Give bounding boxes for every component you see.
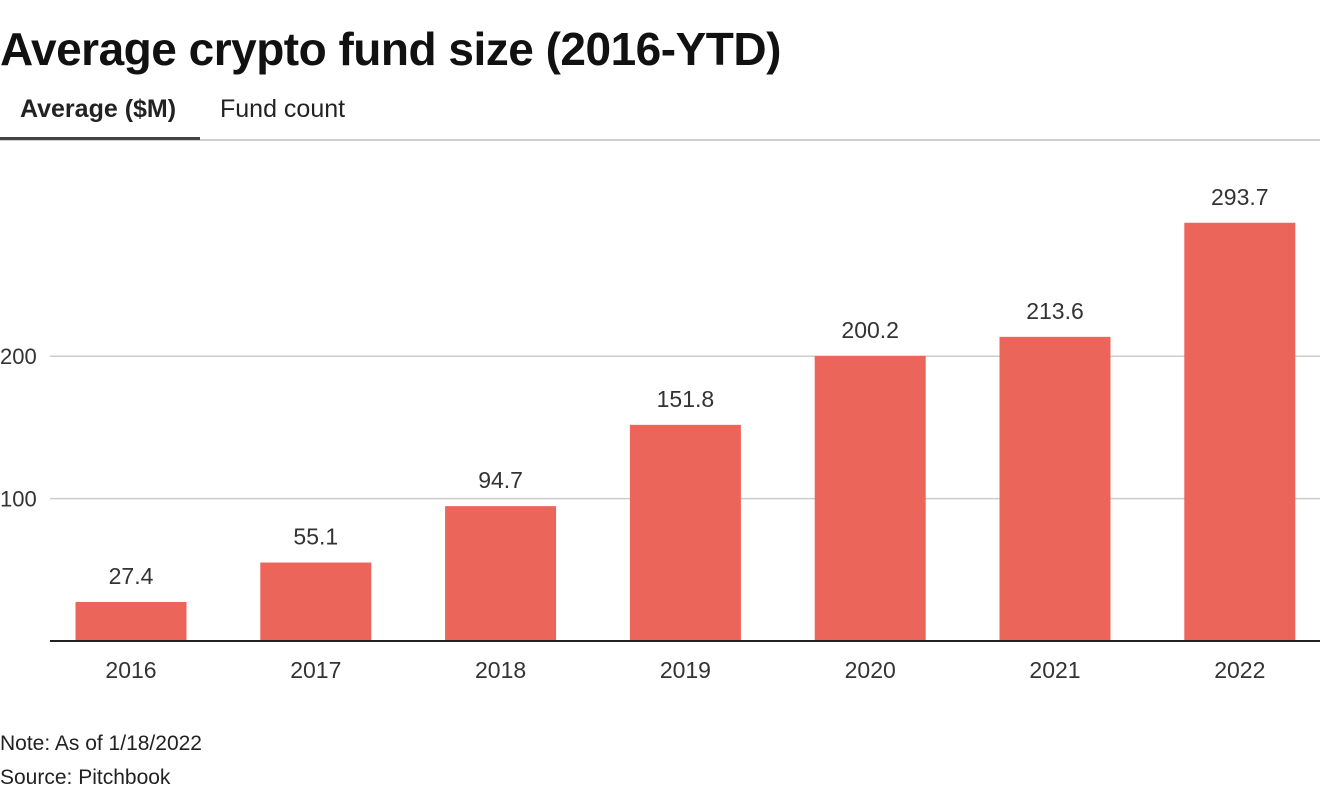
y-tick-label: 100 — [0, 487, 37, 512]
bar-value-label: 293.7 — [1211, 184, 1269, 210]
bar — [260, 562, 372, 641]
x-tick-label: 2020 — [845, 657, 896, 683]
source-note: Source: Pitchbook — [0, 766, 171, 789]
tab-fund-count[interactable]: Fund count — [220, 95, 346, 123]
x-tick-label: 2017 — [290, 657, 341, 683]
x-tick-label: 2018 — [475, 657, 526, 683]
tab-bar: Average ($M) Fund count — [0, 84, 1320, 141]
bar — [445, 506, 557, 641]
bar-chart: 100 200 27.4 2016 55.1 2017 94.7 2018 151.8 2019 2… — [0, 184, 1320, 683]
y-tick-label: 200 — [0, 344, 37, 369]
x-tick-label: 2019 — [660, 657, 711, 683]
bar — [999, 336, 1111, 641]
bar — [629, 424, 741, 641]
x-tick-label: 2022 — [1214, 657, 1265, 683]
footnote: Note: As of 1/18/2022 — [0, 732, 202, 755]
bar — [1184, 222, 1296, 641]
tab-average[interactable]: Average ($M) — [0, 84, 200, 140]
bar-value-label: 200.2 — [841, 317, 899, 343]
bar-value-label: 94.7 — [478, 467, 523, 493]
bar — [75, 601, 187, 641]
bar-value-label: 151.8 — [657, 386, 715, 412]
bar-value-label: 213.6 — [1026, 298, 1084, 324]
bar-value-label: 27.4 — [109, 563, 154, 589]
bar-value-label: 55.1 — [293, 524, 338, 550]
x-tick-label: 2016 — [105, 657, 156, 683]
bar — [814, 355, 926, 641]
chart-title: Average crypto fund size (2016-YTD) — [0, 23, 781, 75]
x-tick-label: 2021 — [1029, 657, 1080, 683]
